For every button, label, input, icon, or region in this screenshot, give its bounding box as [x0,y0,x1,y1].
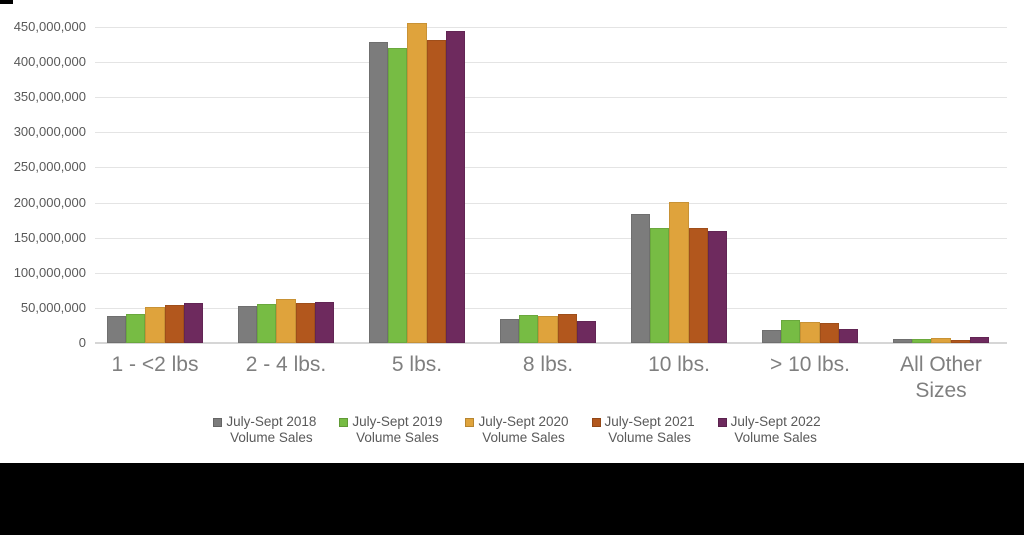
bar-2021-1 [164,305,184,343]
y-axis-tick-label: 50,000,000 [20,299,86,315]
bar-2019-4 [519,314,539,343]
x-axis-baseline [95,342,1007,344]
bar-2019-5 [650,227,670,343]
gridline [95,132,1007,134]
legend-item: July-Sept 2019 Volume Sales [339,414,442,445]
bar-2022-1 [183,302,203,343]
gridline [95,307,1007,309]
bar-2022-3 [445,30,465,343]
y-axis-tick-label: 150,000,000 [13,229,86,245]
bar-2020-6 [800,321,820,343]
bar-2020-4 [538,316,558,343]
bar-2018-2 [238,306,258,343]
bar-2021-2 [295,302,315,343]
legend-item: July-Sept 2018 Volume Sales [213,414,316,445]
bar-2020-3 [407,23,427,343]
bar-2022-6 [838,328,858,343]
x-axis-category-label: 10 lbs. [648,353,710,376]
bar-2021-4 [557,314,577,343]
legend-label: July-Sept 2018 Volume Sales [226,414,317,445]
x-axis-category-label: 1 - <2 lbs [111,353,199,376]
y-axis-tick-label: 250,000,000 [13,159,86,175]
legend-label: July-Sept 2019 Volume Sales [352,414,443,445]
x-axis-category-label: All Other Sizes [900,353,982,402]
corner-mark [0,0,13,4]
bar-2021-5 [688,227,708,343]
bar-2020-2 [276,298,296,343]
bar-2020-5 [669,201,689,343]
legend-marker-swatch [465,418,475,427]
bar-2019-1 [126,314,146,343]
legend-label: July-Sept 2022 Volume Sales [730,414,821,445]
gridline [95,27,1007,28]
bar-2018-1 [107,316,127,343]
gridline [95,272,1007,274]
bar-2018-3 [369,42,389,343]
x-axis-category-label: > 10 lbs. [770,353,850,376]
y-axis-tick-label: 0 [78,335,86,350]
bar-2022-4 [576,321,596,343]
gridline [95,237,1007,239]
legend-marker-swatch [591,418,601,427]
bar-2021-3 [426,40,446,343]
bar-2021-7 [950,340,970,343]
legend-marker-swatch [717,418,727,427]
bar-2022-7 [969,337,989,343]
bar-2018-4 [500,319,520,343]
y-axis-tick-label: 350,000,000 [13,89,86,105]
x-axis-category-label: 5 lbs. [391,353,443,376]
x-axis-category-label: 2 - 4 lbs. [245,353,327,376]
legend-marker-swatch [213,418,223,427]
gridline [95,97,1007,99]
gridline [95,167,1007,169]
bar-2020-7 [931,338,951,343]
legend-label: July-Sept 2020 Volume Sales [478,414,569,445]
chart-legend: July-Sept 2018 Volume Sales July-Sept 2019… [5,414,1024,445]
bar-2018-6 [762,329,782,343]
y-axis-tick-label: 450,000,000 [13,19,86,34]
y-axis-tick-label: 400,000,000 [13,54,86,70]
bar-2022-2 [314,301,334,343]
footer-black-band [0,463,1024,535]
x-axis-category-label: 8 lbs. [522,353,574,376]
gridline [95,62,1007,64]
y-axis-tick-label: 200,000,000 [13,194,86,210]
legend-item: July-Sept 2021 Volume Sales [591,414,695,445]
bar-2021-6 [819,323,839,343]
bar-2019-2 [257,304,277,343]
y-axis-tick-label: 100,000,000 [13,264,86,280]
legend-marker-swatch [339,418,349,427]
bar-2019-3 [388,48,408,343]
bar-2018-5 [631,213,651,343]
legend-label: July-Sept 2021 Volume Sales [604,414,695,445]
gridline [95,202,1007,204]
bar-2022-5 [707,230,727,343]
legend-item: July-Sept 2022 Volume Sales [717,414,821,445]
bar-2020-1 [145,307,165,343]
bar-2019-6 [781,319,801,343]
y-axis-tick-label: 300,000,000 [13,124,86,140]
bar-2018-7 [893,339,913,343]
legend-item: July-Sept 2020 Volume Sales [465,414,569,445]
bar-2019-7 [912,339,932,343]
